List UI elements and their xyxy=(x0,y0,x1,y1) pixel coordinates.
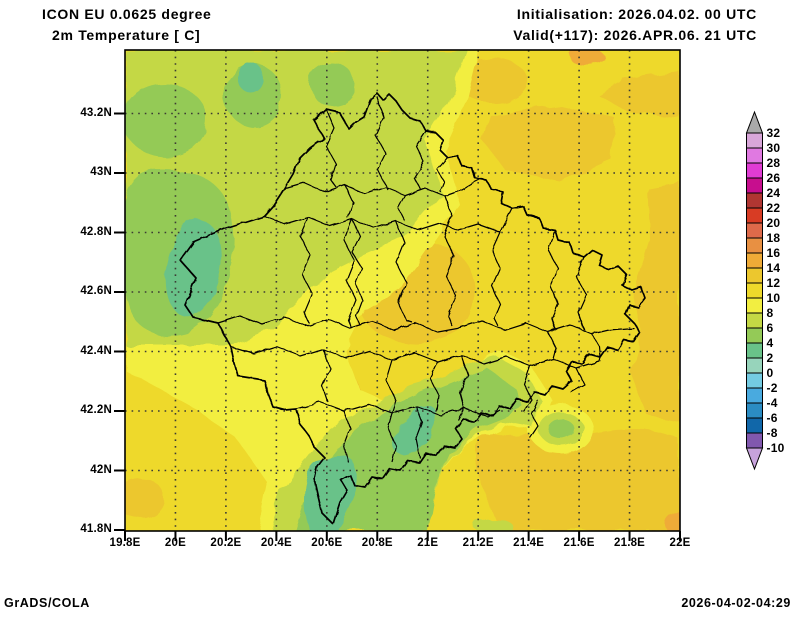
colorbar-tick-label: 32 xyxy=(766,125,781,140)
y-axis-label: 42.8N xyxy=(80,225,112,238)
colorbar-segment xyxy=(746,132,763,149)
colorbar-segment xyxy=(746,177,763,194)
colorbar-segment xyxy=(746,252,763,269)
field-patch-12-14 xyxy=(598,72,680,118)
field-patch-12-14 xyxy=(629,182,680,420)
y-axis-label: 43N xyxy=(90,166,112,178)
colorbar-segment xyxy=(746,267,763,284)
valid-time-label: Valid(+117): 2026.APR.06. 21 UTC xyxy=(513,27,757,43)
colorbar-segment xyxy=(746,282,763,299)
colorbar-segment xyxy=(746,147,763,164)
field-spot-14-16 xyxy=(665,510,680,531)
colorbar-tick-label: -8 xyxy=(766,425,778,440)
colorbar-tick-label: 26 xyxy=(766,170,781,185)
field-patch-12-14 xyxy=(482,105,615,182)
x-axis-label: 21.6E xyxy=(563,537,595,549)
municipal-boundaries xyxy=(217,96,635,463)
colorbar-tick-label: -2 xyxy=(766,380,778,395)
init-time-label: Initialisation: 2026.04.02. 00 UTC xyxy=(516,6,757,22)
y-axis-label: 43.2N xyxy=(80,106,112,119)
colorbar-segment xyxy=(746,387,763,404)
field-zone-6-8 xyxy=(475,518,513,531)
colorbar-segment xyxy=(746,372,763,389)
x-axis-label: 19.8E xyxy=(109,537,141,549)
field-zone-4-6 xyxy=(548,419,574,439)
kosovo-boundary xyxy=(179,92,646,525)
x-axis-label: 20.2E xyxy=(210,537,242,549)
field-zone-4-6 xyxy=(310,64,356,106)
colorbar-segment xyxy=(746,312,763,329)
model-title: ICON EU 0.0625 degree xyxy=(42,6,212,22)
y-axis-label: 42.2N xyxy=(80,404,112,416)
colorbar-tick-label: 2 xyxy=(766,350,774,365)
colorbar-tick-label: 4 xyxy=(766,335,774,350)
y-axis-label: 42.4N xyxy=(80,344,112,357)
grads-credit: GrADS/COLA xyxy=(4,596,90,610)
field-patch-12-14 xyxy=(125,478,164,518)
x-axis-label: 20.6E xyxy=(311,537,343,549)
field-spot-14-16 xyxy=(570,50,604,66)
x-axis-label: 20.4E xyxy=(260,537,292,549)
colorbar-segment xyxy=(746,207,763,224)
colorbar-tick-label: 22 xyxy=(766,200,781,215)
variable-title: 2m Temperature [ C] xyxy=(52,27,201,43)
colorbar-segment xyxy=(746,402,763,419)
x-axis-label: 21.4E xyxy=(513,537,545,549)
colorbar-segment xyxy=(746,342,763,359)
colorbar-segment xyxy=(746,357,763,374)
x-axis-label: 22E xyxy=(669,537,691,549)
colorbar-tick-label: 18 xyxy=(766,230,781,245)
colorbar-tick-label: 8 xyxy=(766,305,774,320)
colorbar-tick-label: 30 xyxy=(766,140,781,155)
colorbar-segment xyxy=(746,297,763,314)
field-core-2-4 xyxy=(394,405,436,455)
colorbar-segment xyxy=(746,162,763,179)
map-frame xyxy=(124,49,681,532)
colorbar-tick-label: -4 xyxy=(766,395,778,410)
colorbar-tick-label: 14 xyxy=(766,260,781,275)
colorbar-tick-label: -10 xyxy=(766,440,785,455)
colorbar-tick-label: 16 xyxy=(766,245,781,260)
colorbar-tick-label: 28 xyxy=(766,155,781,170)
colorbar-arrow-below-min xyxy=(745,447,764,471)
colorbar-arrow-above-max xyxy=(745,110,764,134)
colorbar-segment xyxy=(746,432,763,449)
colorbar-segment xyxy=(746,237,763,254)
y-axis-label: 42.6N xyxy=(80,285,112,297)
x-axis-label: 21.8E xyxy=(614,537,646,549)
colorbar-tick-label: 10 xyxy=(766,290,781,305)
axis-ticks xyxy=(114,112,681,541)
field-core-2-4 xyxy=(238,63,264,93)
colorbar-tick-label: 0 xyxy=(766,365,774,380)
colorbar-tick-label: 20 xyxy=(766,215,781,230)
colorbar-segment xyxy=(746,417,763,434)
x-axis-label: 21.2E xyxy=(462,537,494,549)
x-axis-label: 20E xyxy=(164,537,186,549)
field-core-2-4 xyxy=(304,455,358,531)
plot-timestamp: 2026-04-02-04:29 xyxy=(681,596,791,610)
colorbar xyxy=(745,110,764,471)
field-zone-4-6 xyxy=(125,84,207,156)
temperature-field xyxy=(125,50,680,531)
y-axis-label: 41.8N xyxy=(80,523,112,535)
x-axis-label: 20.8E xyxy=(361,537,393,549)
y-axis-label: 42N xyxy=(90,463,112,476)
colorbar-segment xyxy=(746,327,763,344)
colorbar-tick-label: 24 xyxy=(766,185,781,200)
colorbar-tick-label: 12 xyxy=(766,275,781,290)
colorbar-segment xyxy=(746,192,763,209)
colorbar-segment xyxy=(746,222,763,239)
colorbar-tick-label: 6 xyxy=(766,320,774,335)
colorbar-tick-label: -6 xyxy=(766,410,778,425)
x-axis-label: 21E xyxy=(417,537,439,549)
